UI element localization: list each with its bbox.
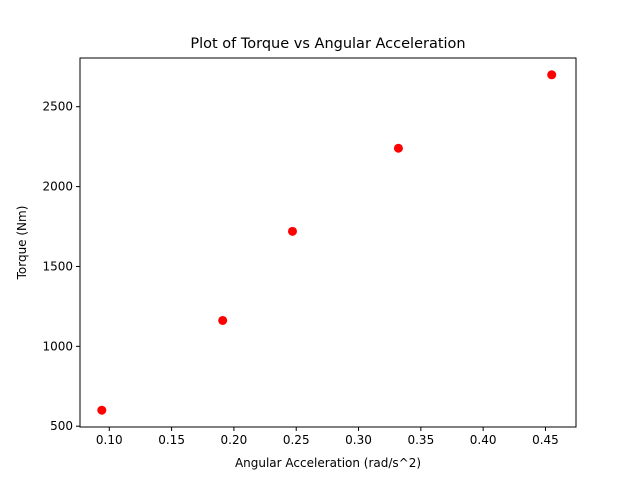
data-points xyxy=(97,70,557,415)
data-point xyxy=(547,70,557,80)
x-tick-label: 0.10 xyxy=(96,433,123,447)
y-tick-label: 500 xyxy=(50,419,73,433)
x-tick-label: 0.25 xyxy=(283,433,310,447)
data-point xyxy=(97,405,107,415)
x-tick-label: 0.45 xyxy=(532,433,559,447)
data-point xyxy=(393,143,403,153)
y-axis-label: Torque (Nm) xyxy=(15,206,29,281)
data-point xyxy=(287,226,297,236)
y-tick-label: 1500 xyxy=(42,259,73,273)
y-tick-label: 1000 xyxy=(42,339,73,353)
y-tick-label: 2000 xyxy=(42,180,73,194)
x-axis-ticks: 0.10 0.15 0.20 0.25 0.30 0.35 0.40 0.45 xyxy=(96,427,559,447)
x-axis-label: Angular Acceleration (rad/s^2) xyxy=(235,456,421,470)
plot-area xyxy=(80,58,576,427)
data-point xyxy=(218,315,228,325)
x-tick-label: 0.30 xyxy=(345,433,372,447)
y-axis-ticks: 500 1000 1500 2000 2500 xyxy=(42,100,80,433)
x-tick-label: 0.20 xyxy=(221,433,248,447)
x-tick-label: 0.15 xyxy=(158,433,185,447)
plot-frame xyxy=(79,57,577,428)
chart-title: Plot of Torque vs Angular Acceleration xyxy=(190,36,465,52)
y-tick-label: 2500 xyxy=(42,100,73,114)
x-tick-label: 0.35 xyxy=(407,433,434,447)
x-tick-label: 0.40 xyxy=(470,433,497,447)
